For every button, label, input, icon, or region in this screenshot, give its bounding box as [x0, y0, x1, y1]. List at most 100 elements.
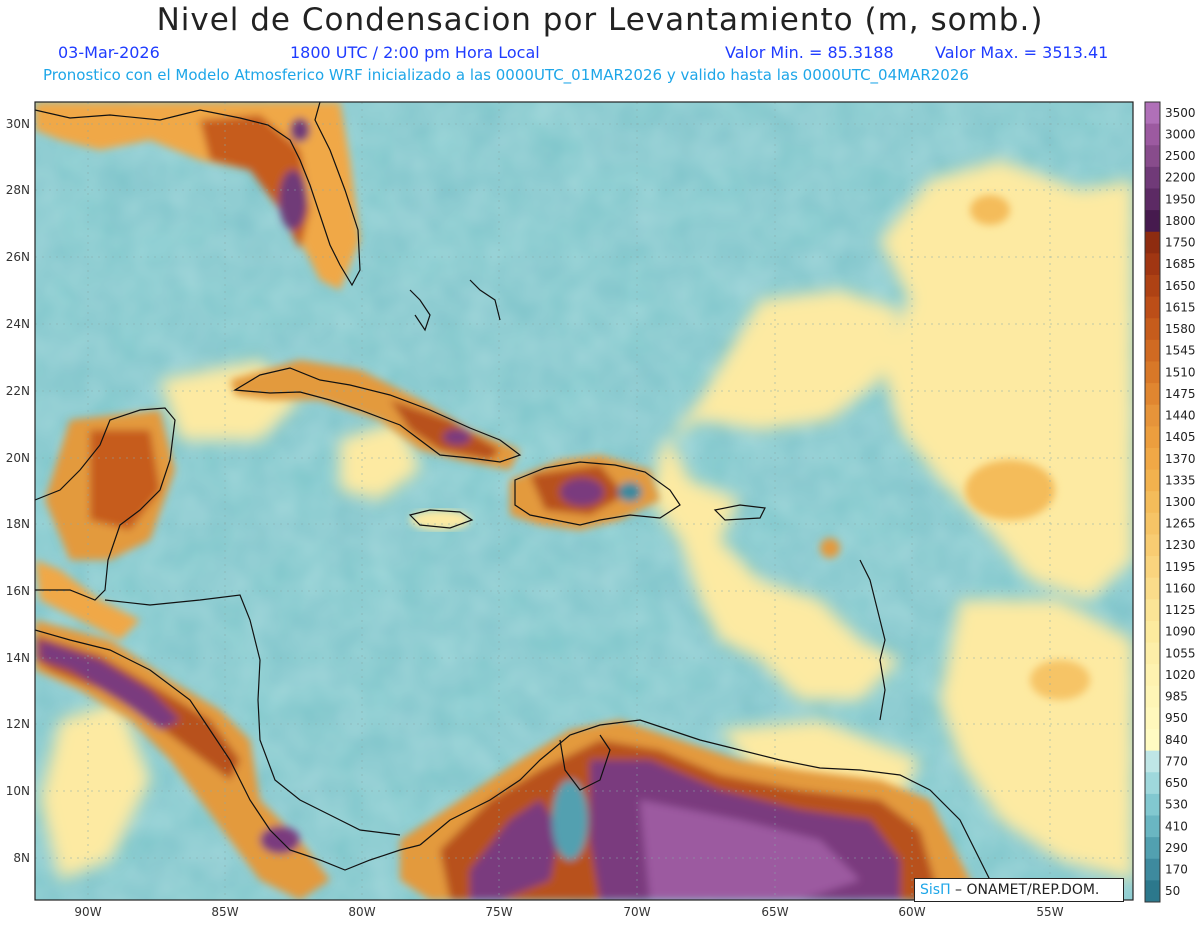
colorbar-label: 530 [1165, 798, 1188, 812]
bahamas-coast [409, 289, 431, 332]
colorbar-label: 1405 [1165, 430, 1196, 444]
lon-label: 65W [761, 905, 788, 919]
min-value: Valor Min. = 85.3188 [725, 43, 894, 62]
lat-label: 16N [6, 584, 30, 598]
colorbar-swatch [1145, 318, 1160, 341]
colorbar-swatch [1145, 231, 1160, 254]
colorbar-label: 840 [1165, 733, 1188, 747]
colorbar-label: 1370 [1165, 452, 1196, 466]
colorbar-label: 1440 [1165, 409, 1196, 423]
colorbar-swatch [1145, 491, 1160, 514]
colorbar-swatch [1145, 512, 1160, 535]
colorbar-label: 290 [1165, 841, 1188, 855]
sispi-logo: SisΠ [920, 882, 951, 898]
lat-label: 28N [6, 183, 30, 197]
south-america-field [400, 720, 980, 900]
lat-label: 24N [6, 317, 30, 331]
colorbar-swatch [1145, 599, 1160, 622]
colorbar-label: 985 [1165, 690, 1188, 704]
colorbar-label: 1510 [1165, 365, 1196, 379]
graticule [35, 102, 1133, 900]
colorbar-label: 1545 [1165, 344, 1196, 358]
colorbar-label: 1750 [1165, 236, 1196, 250]
colorbar-label: 2500 [1165, 149, 1196, 163]
hispaniola-coast [514, 461, 681, 526]
colorbar-swatch [1145, 274, 1160, 298]
colorbar-label: 2200 [1165, 171, 1196, 185]
colorbar-label: 1685 [1165, 257, 1196, 271]
lat-label: 12N [6, 717, 30, 731]
colorbar-label: 3500 [1165, 106, 1196, 120]
colorbar-label: 1650 [1165, 279, 1196, 293]
colorbar-swatch [1145, 166, 1160, 189]
lesser-antilles-coast [859, 559, 886, 721]
lat-label: 26N [6, 250, 30, 264]
colorbar-swatch [1145, 793, 1160, 817]
colorbar-label: 1580 [1165, 322, 1196, 336]
colorbar-swatch [1145, 145, 1160, 168]
lat-label: 14N [6, 651, 30, 665]
colorbar-swatch [1145, 296, 1160, 319]
colorbar-swatch [1145, 642, 1160, 665]
yucatan-coast [35, 407, 176, 601]
lat-label: 8N [13, 851, 30, 865]
colorbar-label: 170 [1165, 863, 1188, 877]
colorbar-label: 1090 [1165, 625, 1196, 639]
max-value: Valor Max. = 3513.41 [935, 43, 1109, 62]
colorbar-swatch [1145, 664, 1160, 687]
jamaica-coast [408, 509, 474, 529]
colorbar-label: 1265 [1165, 517, 1196, 531]
colorbar-swatch [1145, 426, 1160, 449]
colorbar-label: 1160 [1165, 581, 1196, 595]
lon-label: 60W [898, 905, 925, 919]
colorbar-label: 950 [1165, 711, 1188, 725]
colorbar-swatch [1145, 188, 1160, 211]
yucatan-field [45, 410, 175, 560]
lat-label: 10N [6, 784, 30, 798]
lat-label: 20N [6, 451, 30, 465]
colorbar-swatch [1145, 858, 1160, 881]
colorbar-swatch [1145, 880, 1160, 903]
bahamas-coast-2 [469, 279, 501, 321]
colorbar-swatch [1145, 707, 1160, 730]
dry-air-spots [820, 195, 1090, 700]
florida-coast [35, 102, 361, 287]
colorbar-swatch [1145, 837, 1160, 860]
colorbar-swatch [1145, 210, 1160, 233]
plot-frame [34, 101, 1134, 901]
lat-label: 18N [6, 517, 30, 531]
colorbar-swatch [1145, 729, 1160, 752]
colorbar-label: 50 [1165, 884, 1180, 898]
lon-label: 85W [211, 905, 238, 919]
colorbar-label: 1800 [1165, 214, 1196, 228]
credit-box: SisΠ – ONAMET/REP.DOM. [914, 878, 1124, 902]
lon-label: 55W [1036, 905, 1063, 919]
dry-air-region [40, 160, 1133, 880]
colorbar-swatch [1145, 815, 1160, 838]
south-america-coast [419, 719, 1001, 900]
maracaibo-coast [559, 734, 611, 791]
colorbar-swatch [1145, 534, 1160, 557]
central-america-caribbean-coast [104, 594, 401, 836]
colorbar-swatch [1145, 102, 1160, 125]
colorbar: 3500 3000 2500 2200 1950 1800 1750 1685 1650 1615… [1144, 101, 1196, 903]
puerto-rico-coast [713, 504, 766, 521]
cuba-coast [233, 367, 522, 463]
colorbar-label: 3000 [1165, 127, 1196, 141]
colorbar-swatch [1145, 253, 1160, 276]
lon-label: 90W [74, 905, 101, 919]
colorbar-label: 770 [1165, 754, 1188, 768]
colorbar-swatch [1145, 577, 1160, 600]
forecast-note: Pronostico con el Modelo Atmosferico WRF… [43, 66, 969, 84]
colorbar-label: 1335 [1165, 473, 1196, 487]
colorbar-label: 1475 [1165, 387, 1196, 401]
colorbar-swatch [1145, 383, 1160, 406]
colorbar-label: 410 [1165, 819, 1188, 833]
colorbar-label: 1020 [1165, 668, 1196, 682]
colorbar-label: 1230 [1165, 538, 1196, 552]
colorbar-label: 1125 [1165, 603, 1196, 617]
longitude-axis: 90W 85W 80W 75W 70W 65W 60W 55W [74, 905, 1063, 919]
colorbar-label: 1615 [1165, 300, 1196, 314]
colorbar-swatch [1145, 339, 1160, 362]
